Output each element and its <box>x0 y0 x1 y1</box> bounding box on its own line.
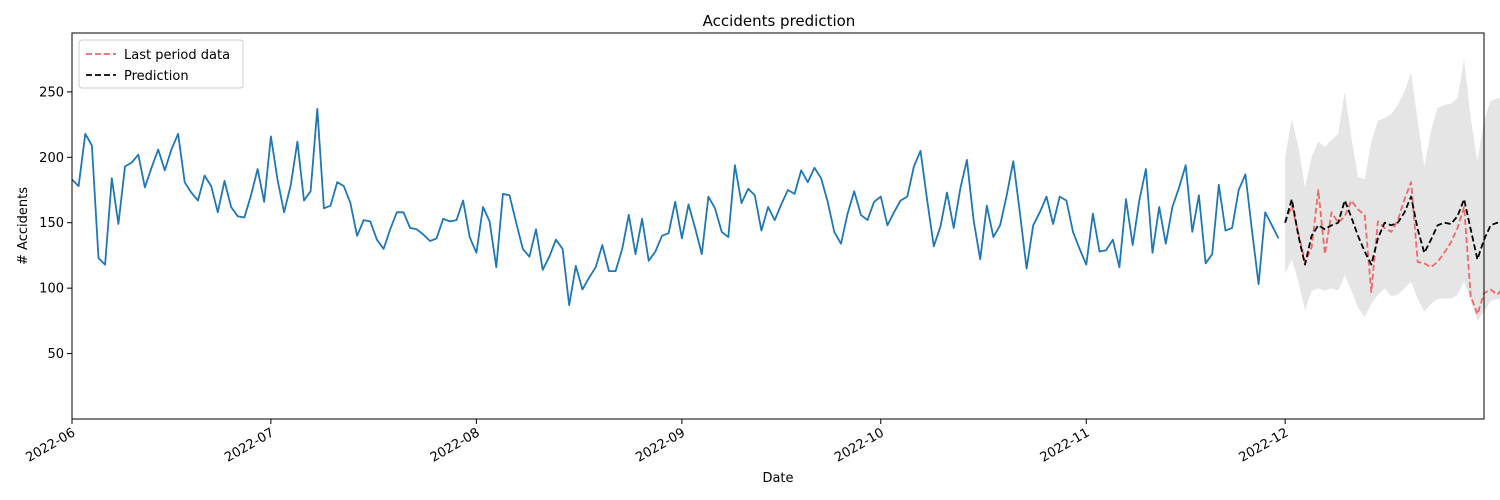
y-tick-label: 200 <box>39 151 64 166</box>
y-tick-label: 250 <box>39 85 64 100</box>
y-tick-label: 150 <box>39 216 64 231</box>
x-tick-label: 2022-11 <box>1038 425 1093 465</box>
chart-title: Accidents prediction <box>703 12 856 30</box>
legend-box <box>78 39 244 89</box>
x-tick-label: 2022-12 <box>1237 425 1292 465</box>
x-tick-label: 2022-08 <box>428 425 483 465</box>
legend-label-prediction: Prediction <box>124 69 189 84</box>
legend-label-last-period: Last period data <box>124 48 230 63</box>
x-axis-label: Date <box>762 471 793 486</box>
y-axis: 50 100 150 200 250 <box>39 85 72 362</box>
prediction-band-area <box>1285 59 1500 321</box>
legend: Last period data Prediction <box>78 39 244 89</box>
y-tick-label: 100 <box>39 282 64 297</box>
y-axis-label: # Accidents <box>16 187 31 265</box>
y-tick-label: 50 <box>47 347 64 362</box>
prediction-interval-band <box>1285 59 1500 321</box>
x-tick-label: 2022-07 <box>222 425 277 465</box>
x-axis: 2022-06 2022-07 2022-08 2022-09 2022-10 2022-… <box>23 419 1291 466</box>
history-line <box>71 108 1280 307</box>
plot-frame <box>71 32 1485 420</box>
x-tick-label: 2022-09 <box>633 425 688 465</box>
x-tick-label: 2022-10 <box>832 425 887 465</box>
x-tick-label: 2022-06 <box>23 425 78 465</box>
